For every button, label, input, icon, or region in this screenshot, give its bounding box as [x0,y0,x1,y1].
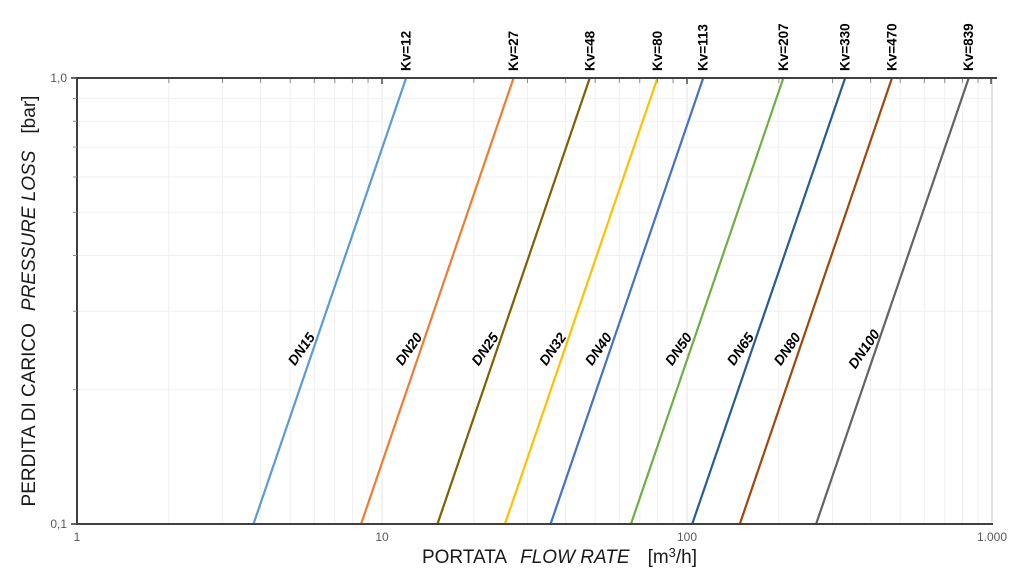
series-line-dn25 [436,77,591,525]
dn-label-dn100: DN100 [845,326,883,371]
series-line-dn80 [738,77,894,525]
x-tick-label: 1 [74,530,81,544]
x-axis-title-italian: PORTATA [421,547,508,568]
gridlines [77,78,992,524]
kv-labels: Kv=12 Kv=27 Kv=48 Kv=80 Kv=113 Kv=207 Kv=330 Kv… [399,23,977,71]
series-line-dn20 [360,77,515,525]
x-tick-label: 10 [375,530,389,544]
x-tick-label: 1.000 [977,530,1007,544]
kv-label-dn15: Kv=12 [399,31,414,71]
series-line-dn40 [549,77,705,525]
series-line-dn100 [815,77,970,525]
y-axis-title: PERDITA DI CARICO PRESSURE LOSS [bar] [19,96,41,507]
x-axis-title: PORTATA FLOW RATE [m3/h] [102,545,1017,569]
series-line-dn15 [252,77,408,525]
kv-label-dn25: Kv=48 [582,30,597,71]
kv-label-dn32: Kv=80 [650,31,665,71]
kv-label-dn40: Kv=113 [696,24,711,71]
series-line-dn65 [691,77,847,525]
axes-frame [76,77,997,525]
x-axis-unit-open: [m [647,547,669,568]
x-axis-title-english: FLOW RATE [520,547,630,568]
series-lines [252,77,970,525]
kv-label-dn20: Kv=27 [506,31,521,71]
y-axis-title-italian: PERDITA DI CARICO [19,323,40,507]
x-axis-unit-close: /h] [675,547,698,568]
tick-labels: 1 10 100 1.000 1,0 0,1 [50,71,1007,544]
x-tick-label: 100 [677,530,697,544]
y-tick-label: 1,0 [50,71,67,85]
kv-label-dn100: Kv=839 [961,23,976,71]
y-axis-title-english: PRESSURE LOSS [19,150,40,312]
y-axis-unit: [bar] [19,95,40,134]
y-tick-label: 0,1 [50,517,67,531]
kv-label-dn65: Kv=330 [838,23,853,71]
x-axis-unit-sup: 3 [668,545,676,560]
series-line-dn32 [503,77,659,525]
series-line-dn50 [629,77,785,525]
kv-label-dn80: Kv=470 [884,23,899,71]
x-axis-unit: [m3/h] [647,545,698,568]
axis-ticks [71,77,992,525]
kv-label-dn50: Kv=207 [776,23,791,71]
